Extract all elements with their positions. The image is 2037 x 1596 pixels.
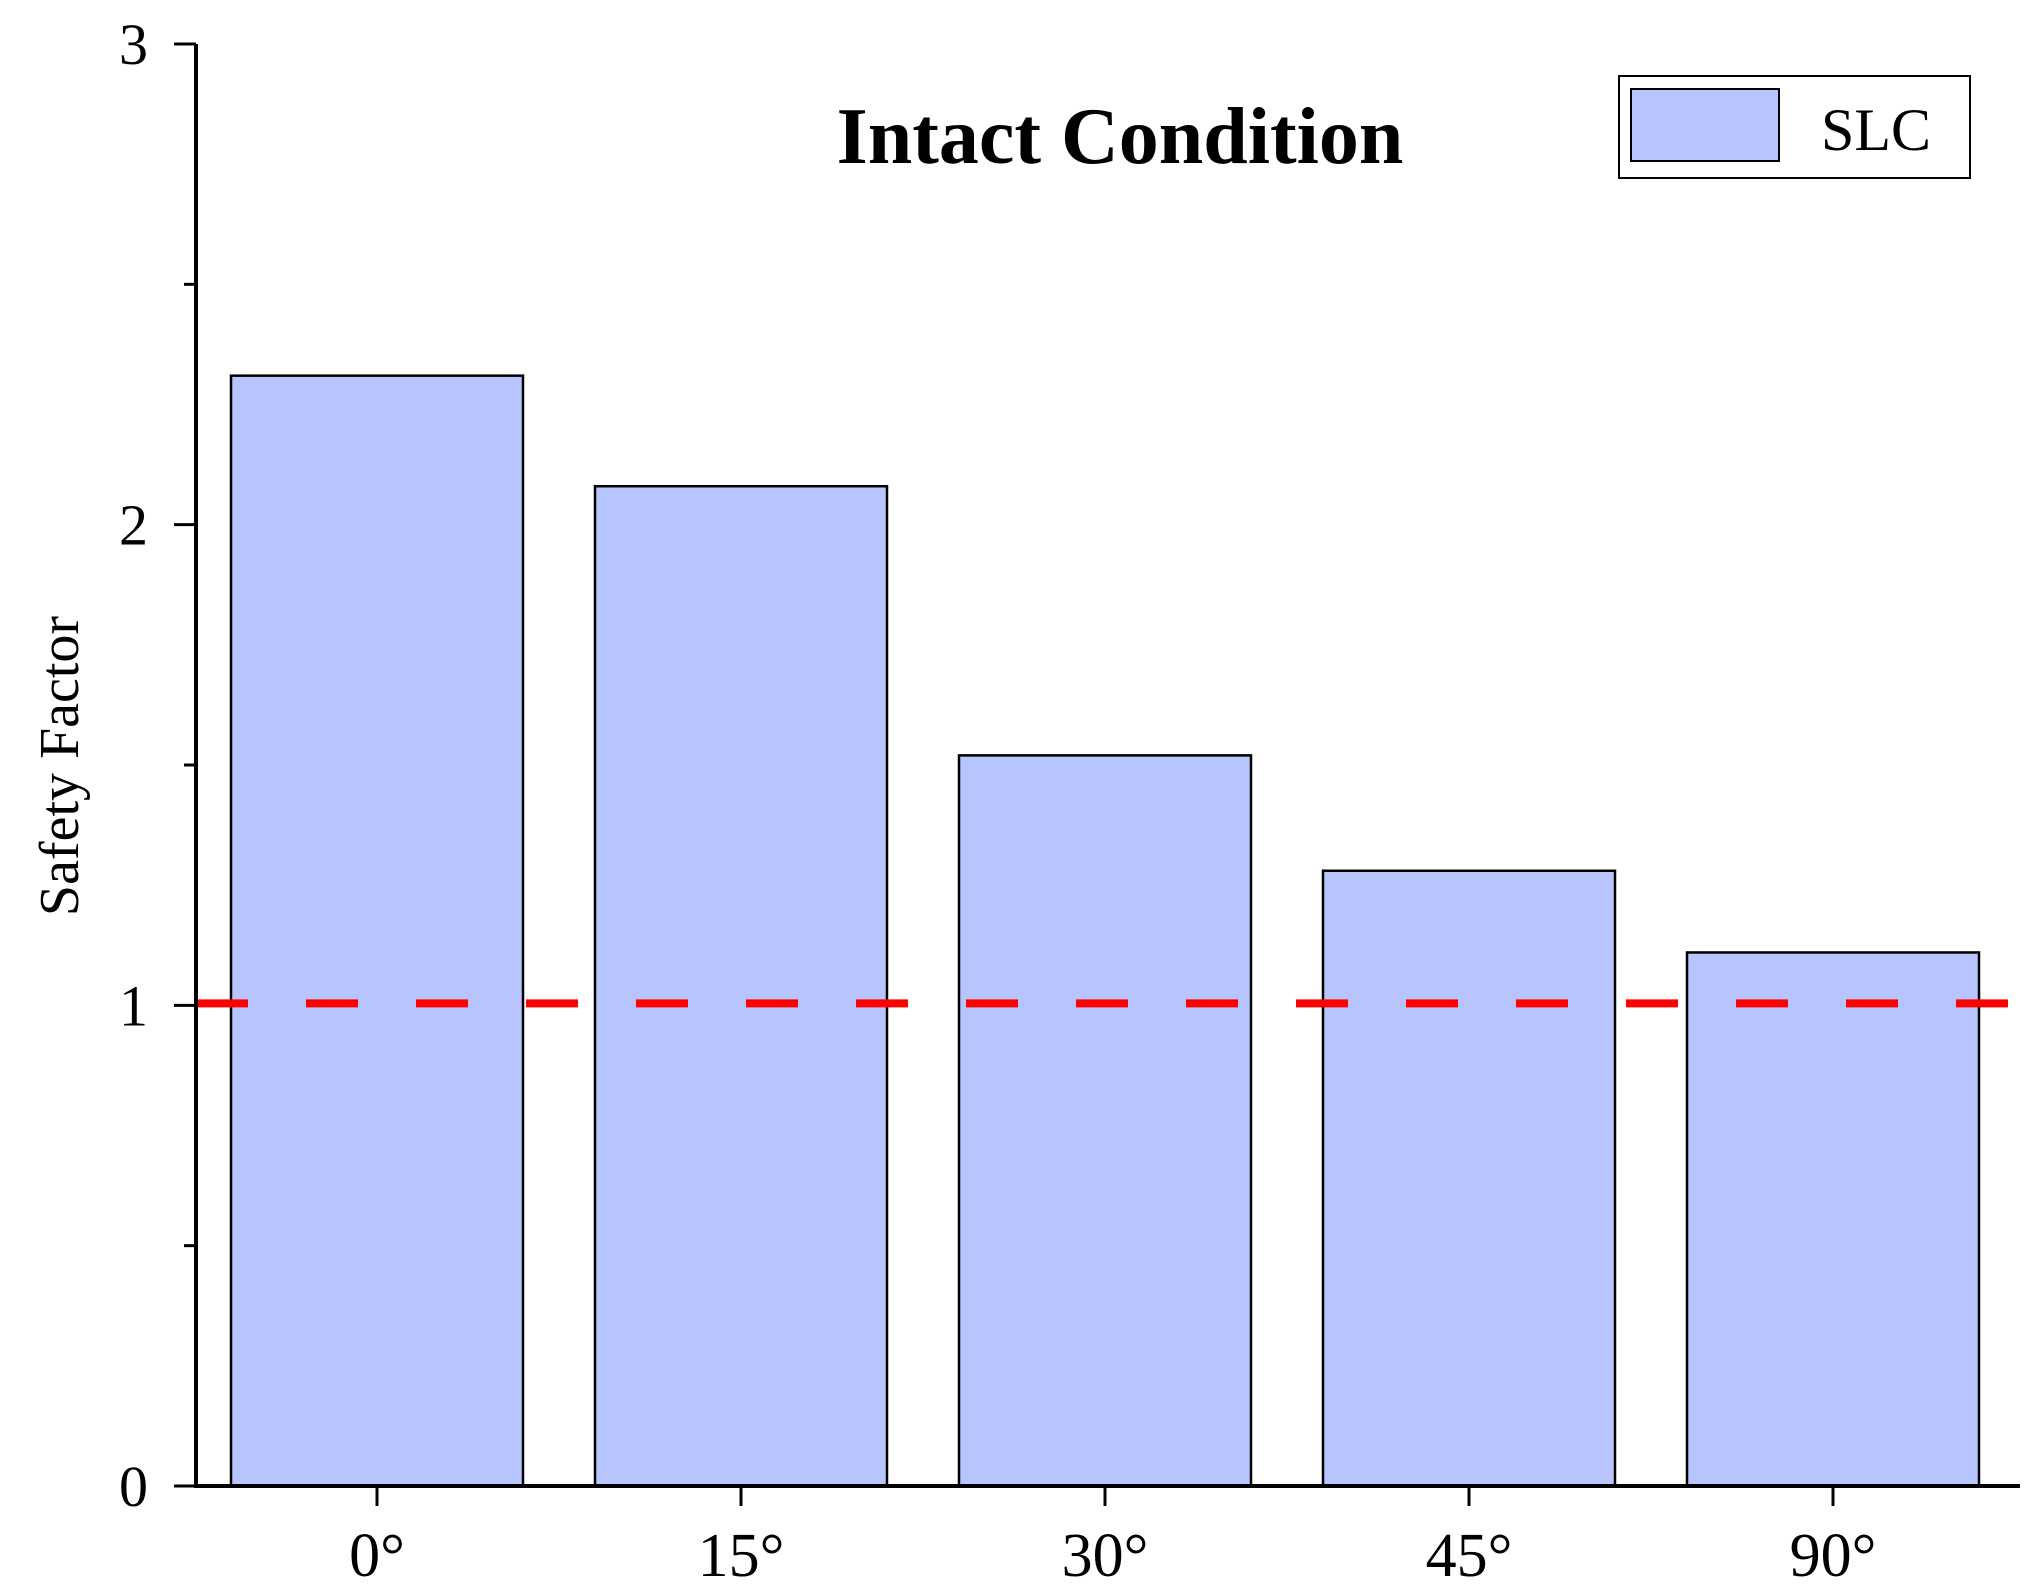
chart-title: Intact Condition bbox=[837, 93, 1404, 181]
x-ticks-group: 0° 15° 30° 45° 90° bbox=[349, 1486, 1876, 1590]
y-ticks-group: 0 1 2 3 bbox=[119, 12, 196, 1519]
x-tick-label: 30° bbox=[1062, 1522, 1149, 1590]
y-axis-label: Safety Factor bbox=[29, 616, 91, 916]
bar-1 bbox=[593, 484, 889, 1488]
x-tick-label: 90° bbox=[1790, 1522, 1877, 1590]
y-tick-label: 1 bbox=[119, 973, 148, 1038]
legend: SLC bbox=[1618, 75, 1971, 179]
y-tick-label: 0 bbox=[119, 1454, 148, 1519]
legend-swatch bbox=[1630, 88, 1780, 162]
bar-3 bbox=[1321, 869, 1617, 1488]
bar-0 bbox=[229, 374, 525, 1488]
x-tick-label: 45° bbox=[1426, 1522, 1513, 1590]
y-tick-label: 3 bbox=[119, 12, 148, 77]
y-tick-label: 2 bbox=[119, 493, 148, 558]
x-tick-label: 0° bbox=[349, 1522, 405, 1590]
bar-4 bbox=[1685, 951, 1981, 1488]
bar-2 bbox=[957, 754, 1253, 1488]
bars-group bbox=[229, 374, 1981, 1488]
x-tick-label: 15° bbox=[698, 1522, 785, 1590]
legend-label: SLC bbox=[1821, 97, 1931, 163]
